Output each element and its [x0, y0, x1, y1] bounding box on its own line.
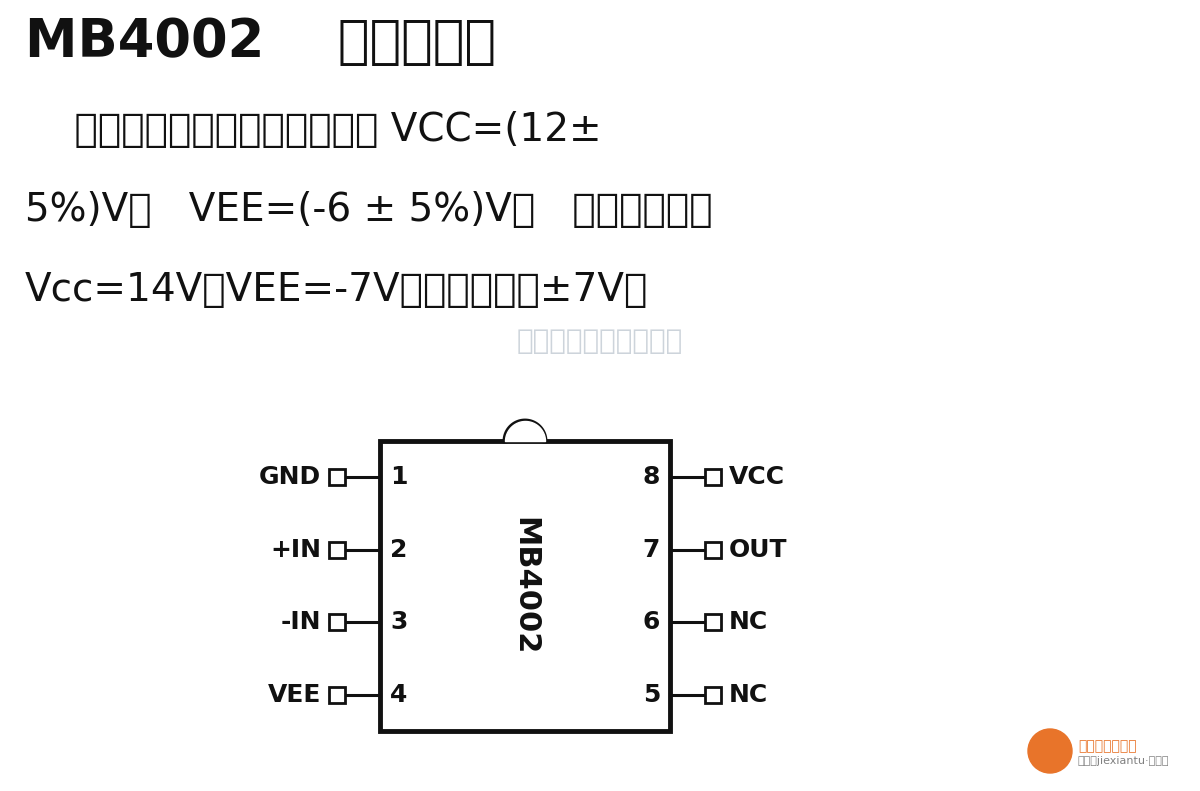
Text: 专业电jiexiantu·专享图: 专业电jiexiantu·专享图: [1078, 756, 1170, 766]
Bar: [706, 469, 721, 485]
Bar: [329, 615, 346, 630]
Text: MB4002    电压比较器: MB4002 电压比较器: [25, 16, 496, 68]
Circle shape: [1028, 729, 1072, 773]
Text: 高速型电压比较器；工作电压 VCC=(12±: 高速型电压比较器；工作电压 VCC=(12±: [25, 111, 601, 149]
Text: 5: 5: [643, 683, 660, 706]
Text: +IN: +IN: [270, 538, 322, 562]
Text: 8: 8: [643, 465, 660, 490]
Text: 杭州将睿科技有限公司: 杭州将睿科技有限公司: [517, 327, 683, 355]
Text: 5%)V，   VEE=(-6 ± 5%)V；   最大工作电压: 5%)V， VEE=(-6 ± 5%)V； 最大工作电压: [25, 191, 713, 229]
Text: 7: 7: [643, 538, 660, 562]
Text: MB4002: MB4002: [510, 517, 540, 655]
Text: 1: 1: [390, 465, 408, 490]
Bar: [380, 441, 670, 731]
Text: -IN: -IN: [281, 610, 322, 634]
Bar: [706, 687, 721, 702]
Text: NC: NC: [730, 610, 768, 634]
Text: Vcc=14V；VEE=-7V；输入电压为±7V。: Vcc=14V；VEE=-7V；输入电压为±7V。: [25, 271, 648, 309]
Bar: [329, 542, 346, 558]
Bar: [706, 542, 721, 558]
Text: 维库电子市场网: 维库电子市场网: [1078, 739, 1136, 753]
Text: VCC: VCC: [730, 465, 785, 490]
Text: VEE: VEE: [268, 683, 322, 706]
Text: 6: 6: [643, 610, 660, 634]
Bar: [329, 469, 346, 485]
Bar: [329, 687, 346, 702]
Bar: [706, 615, 721, 630]
Text: GND: GND: [259, 465, 322, 490]
Text: OUT: OUT: [730, 538, 787, 562]
Text: 2: 2: [390, 538, 407, 562]
Text: NC: NC: [730, 683, 768, 706]
Text: 4: 4: [390, 683, 407, 706]
Text: 3: 3: [390, 610, 407, 634]
